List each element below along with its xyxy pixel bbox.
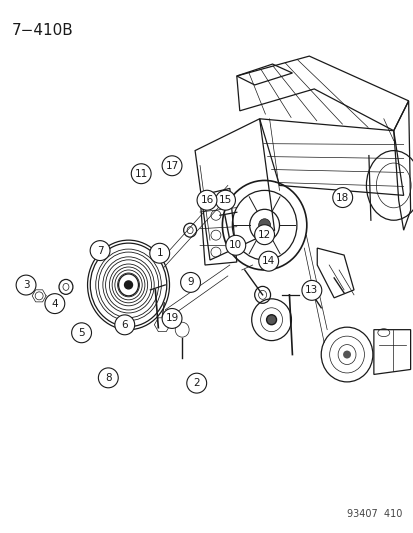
- Circle shape: [150, 243, 169, 263]
- Circle shape: [215, 190, 235, 210]
- Text: 8: 8: [105, 373, 112, 383]
- Circle shape: [254, 225, 274, 245]
- Circle shape: [90, 240, 110, 261]
- Text: 15: 15: [218, 195, 232, 205]
- Text: 18: 18: [335, 192, 349, 203]
- Text: 3: 3: [23, 280, 29, 290]
- Circle shape: [16, 275, 36, 295]
- Text: 9: 9: [187, 277, 193, 287]
- Text: 1: 1: [156, 248, 163, 259]
- Circle shape: [98, 368, 118, 388]
- Circle shape: [114, 315, 134, 335]
- Circle shape: [197, 190, 216, 210]
- Circle shape: [180, 272, 200, 293]
- Circle shape: [332, 188, 352, 207]
- Text: 6: 6: [121, 320, 128, 330]
- Text: 11: 11: [134, 169, 147, 179]
- Text: 7: 7: [97, 246, 103, 256]
- Text: 2: 2: [193, 378, 199, 388]
- Circle shape: [258, 251, 278, 271]
- Circle shape: [225, 236, 245, 255]
- Circle shape: [131, 164, 151, 184]
- Circle shape: [266, 315, 276, 325]
- Text: 13: 13: [304, 285, 318, 295]
- Text: 17: 17: [165, 161, 178, 171]
- Ellipse shape: [258, 219, 270, 232]
- Circle shape: [45, 294, 64, 313]
- Circle shape: [162, 156, 182, 176]
- Circle shape: [342, 351, 350, 359]
- Text: 4: 4: [51, 298, 58, 309]
- Circle shape: [71, 323, 91, 343]
- Text: 10: 10: [229, 240, 242, 251]
- Circle shape: [162, 309, 182, 328]
- Text: 12: 12: [257, 230, 271, 240]
- Text: 7−410B: 7−410B: [11, 23, 73, 38]
- Text: 5: 5: [78, 328, 85, 338]
- Text: 14: 14: [261, 256, 275, 266]
- Circle shape: [124, 281, 132, 289]
- Circle shape: [186, 373, 206, 393]
- Text: 93407  410: 93407 410: [347, 508, 402, 519]
- Circle shape: [301, 280, 321, 300]
- Text: 16: 16: [200, 195, 213, 205]
- Text: 19: 19: [165, 313, 178, 324]
